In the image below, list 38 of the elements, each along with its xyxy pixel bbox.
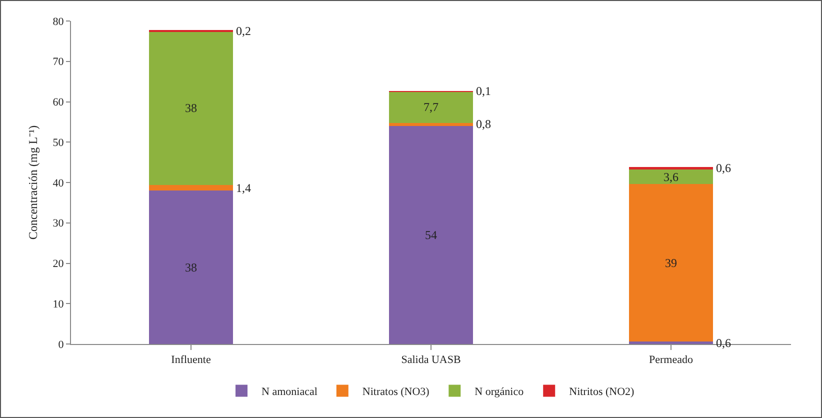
bar — [389, 92, 473, 123]
data-label: 0,6 — [716, 336, 731, 350]
legend-label: Nitritos (NO2) — [569, 386, 635, 398]
y-tick-label: 50 — [52, 136, 64, 149]
x-tick-label: Salida UASB — [401, 354, 461, 366]
bar — [149, 184, 233, 191]
data-label: 0,6 — [716, 161, 731, 175]
y-axis-title: Concentración (mg L⁻¹) — [26, 125, 40, 240]
data-label: 38 — [185, 260, 197, 274]
y-tick-label: 40 — [52, 177, 64, 190]
data-label: 38 — [185, 101, 197, 116]
data-label: 54 — [425, 228, 437, 242]
data-label: 0,2 — [236, 24, 251, 38]
y-tick-label: 20 — [52, 258, 64, 270]
x-tick-label: Influente — [171, 354, 211, 366]
y-tick-label: 80 — [52, 16, 64, 28]
y-tick-label: 30 — [52, 218, 64, 230]
bar — [149, 190, 233, 344]
data-label: 7,7 — [424, 100, 438, 114]
data-label: 39 — [665, 256, 677, 270]
data-label: 0,8 — [476, 117, 491, 131]
bar — [149, 32, 233, 185]
bar — [629, 184, 713, 342]
bar — [389, 126, 473, 344]
data-label: 1,4 — [236, 181, 251, 195]
bar — [629, 170, 713, 184]
y-tick-label: 10 — [52, 298, 64, 310]
legend-label: Nitratos (NO3) — [362, 386, 430, 398]
x-tick-label: Permeado — [649, 354, 694, 366]
bar — [629, 167, 713, 170]
y-tick-label: 0 — [58, 338, 64, 351]
legend-label: N amoniacal — [262, 386, 318, 398]
y-tick-label: 60 — [52, 96, 64, 109]
data-label: 3,6 — [664, 170, 678, 184]
bar — [389, 122, 473, 126]
legend-label: N orgánico — [474, 386, 524, 398]
y-tick-label: 70 — [52, 56, 64, 68]
data-label: 0,1 — [476, 84, 491, 98]
